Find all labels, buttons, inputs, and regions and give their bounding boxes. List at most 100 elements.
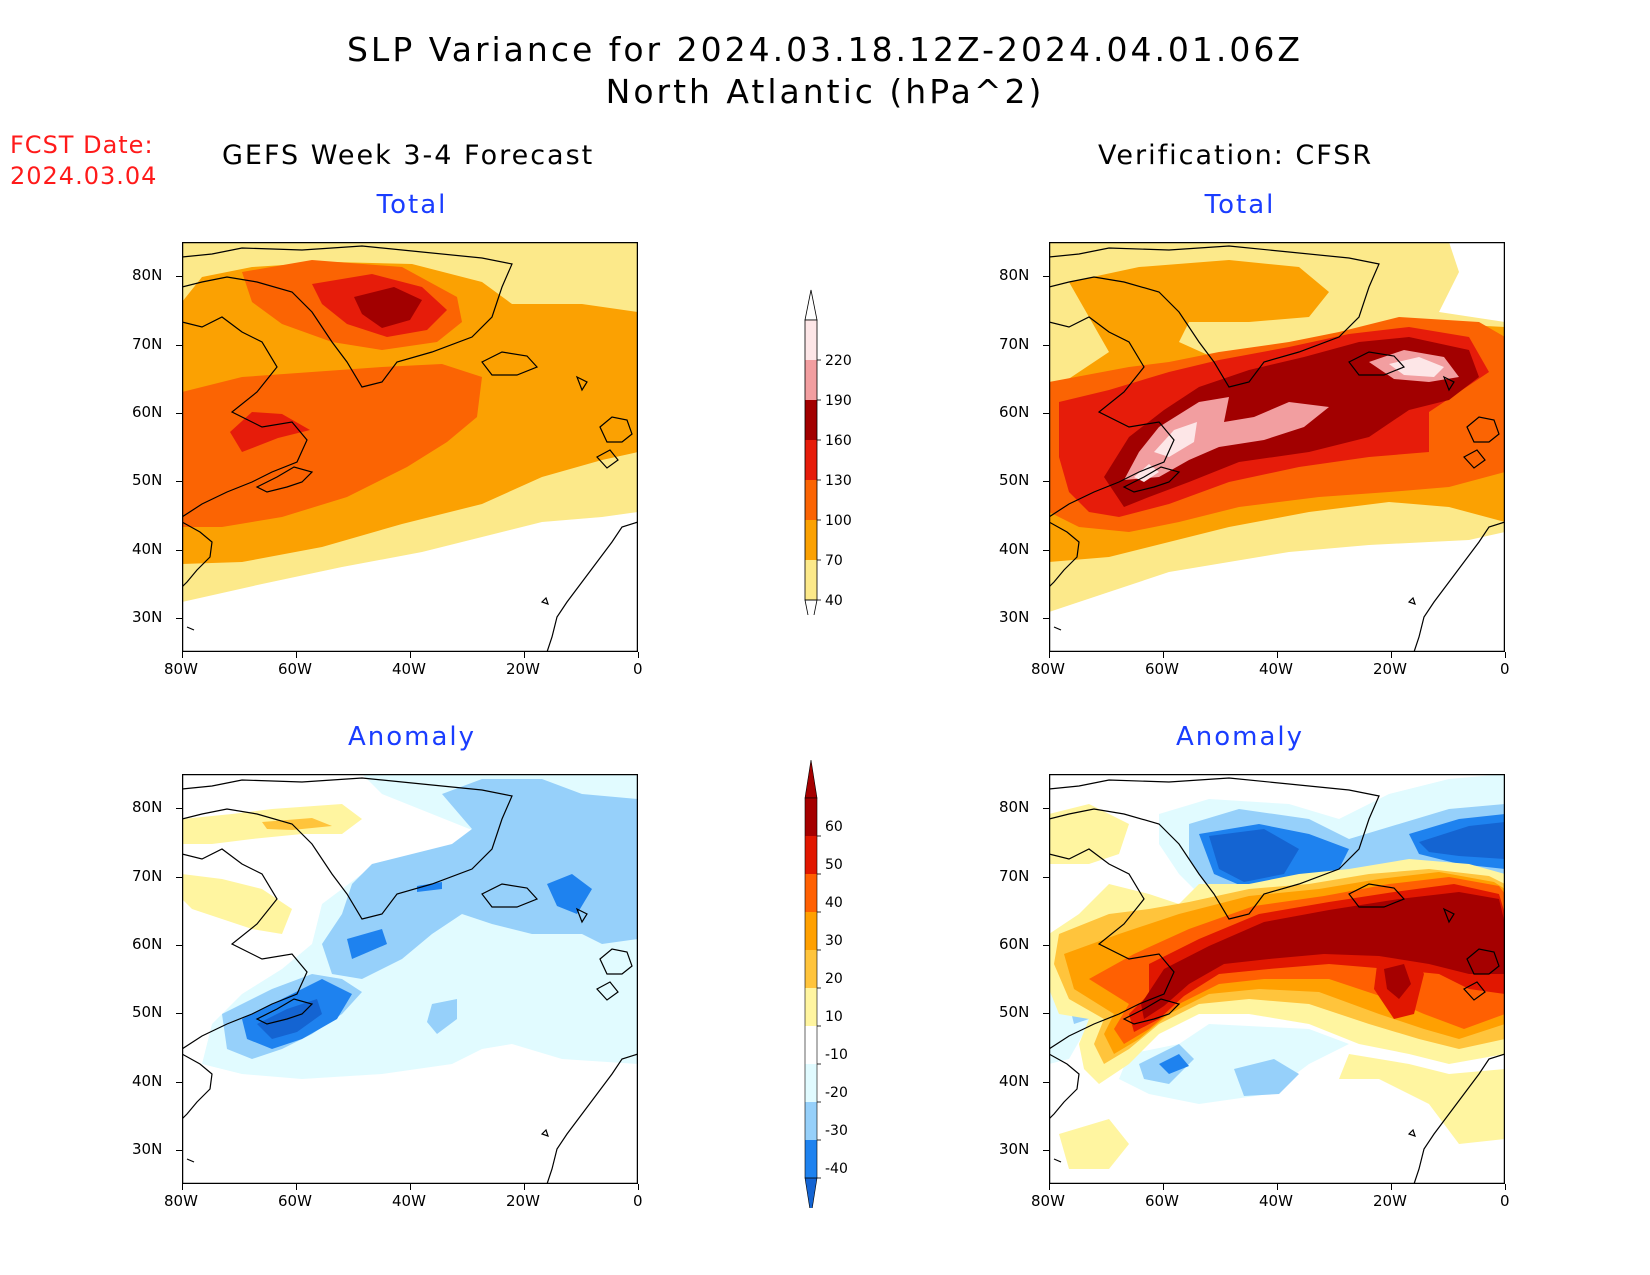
colorbar-anomaly-label: -40	[825, 1161, 848, 1177]
colorbar-anomaly-bin	[805, 950, 817, 988]
figure-title: SLP Variance for 2024.03.18.12Z-2024.04.…	[346, 30, 1304, 69]
colorbar-anomaly-bottom-arrow	[804, 1177, 818, 1217]
lon-tick-label: 80W	[1031, 660, 1065, 678]
fcst-date-label: FCST Date:	[10, 131, 154, 159]
lat-tick-mark	[1043, 808, 1049, 810]
lat-tick-label: 40N	[999, 1071, 1030, 1090]
colorbar-anomaly-label: -20	[825, 1085, 848, 1101]
lon-tick-label: 0	[633, 660, 643, 678]
colorbar-anomaly-top-arrow	[804, 759, 818, 799]
lon-tick-label: 0	[633, 1192, 643, 1210]
lon-tick-label: 60W	[1145, 1192, 1179, 1210]
colorbar-total-label: 130	[825, 473, 852, 489]
lon-tick-label: 80W	[1031, 1192, 1065, 1210]
colorbar-total-label: 220	[825, 353, 852, 369]
lat-tick-label: 30N	[999, 1139, 1030, 1158]
panel-title-forecast-anomaly: Anomaly	[347, 722, 477, 752]
colorbar-total-bin	[805, 480, 817, 520]
lat-tick-mark	[176, 808, 182, 810]
colorbar-anomaly-label: 10	[825, 1009, 843, 1025]
colorbar-anomaly: 60 50 40 30 20 10 -10 -20 -30 -40	[800, 758, 870, 1217]
lon-tick-label: 40W	[1259, 1192, 1293, 1210]
colorbar-total-label: 160	[825, 433, 852, 449]
lon-tick-label: 40W	[1259, 660, 1293, 678]
lon-tick-label: 20W	[1373, 660, 1407, 678]
colorbar-total-bin	[805, 520, 817, 560]
lat-tick-label: 50N	[999, 1003, 1030, 1022]
lon-tick-label: 20W	[506, 660, 540, 678]
lat-tick-mark	[1043, 412, 1049, 414]
lon-tick-mark	[296, 1184, 297, 1190]
lon-tick-mark	[1277, 652, 1278, 658]
lon-tick-label: 20W	[506, 1192, 540, 1210]
colorbar-anomaly-label: -30	[825, 1123, 848, 1139]
left-column-title: GEFS Week 3-4 Forecast	[222, 140, 595, 171]
lat-tick-label: 60N	[132, 934, 163, 953]
lat-tick-mark	[176, 344, 182, 346]
lat-tick-label: 40N	[132, 539, 163, 558]
colorbar-total-label: 100	[825, 513, 852, 529]
lon-tick-label: 0	[1500, 1192, 1510, 1210]
colorbar-total: 40 70 100 130 160 190 220	[800, 285, 870, 631]
right-column-title: Verification: CFSR	[1098, 140, 1374, 171]
colorbar-anomaly-bin	[805, 798, 817, 836]
colorbar-total-bin	[805, 320, 817, 360]
lat-tick-mark	[176, 876, 182, 878]
lat-tick-mark	[1043, 1081, 1049, 1083]
lat-tick-label: 80N	[999, 798, 1030, 817]
colorbar-anomaly-label: 50	[825, 857, 843, 873]
lon-tick-label: 60W	[1145, 660, 1179, 678]
lat-tick-label: 40N	[999, 539, 1030, 558]
lat-tick-label: 60N	[999, 934, 1030, 953]
panel-title-verification-total: Total	[1204, 190, 1276, 220]
lon-tick-mark	[1049, 652, 1050, 658]
lat-tick-label: 70N	[132, 866, 163, 885]
lon-tick-label: 0	[1500, 660, 1510, 678]
lat-tick-label: 80N	[132, 798, 163, 817]
colorbar-anomaly-bin	[805, 836, 817, 874]
lat-tick-mark	[1043, 344, 1049, 346]
lat-tick-mark	[1043, 876, 1049, 878]
lat-tick-label: 40N	[132, 1071, 163, 1090]
map-verification-anomaly	[1048, 773, 1506, 1185]
lat-tick-mark	[1043, 1013, 1049, 1015]
colorbar-anomaly-label: 60	[825, 819, 843, 835]
colorbar-total-bin	[805, 400, 817, 440]
map-forecast-anomaly	[181, 773, 639, 1185]
lat-tick-label: 80N	[999, 266, 1030, 285]
fcst-date-value: 2024.03.04	[10, 162, 158, 190]
lon-tick-mark	[410, 652, 411, 658]
lat-tick-label: 60N	[999, 402, 1030, 421]
colorbar-anomaly-bin	[805, 1064, 817, 1102]
colorbar-anomaly-label: 20	[825, 971, 843, 987]
colorbar-total-label: 40	[825, 593, 843, 609]
colorbar-anomaly-bin	[805, 1026, 817, 1064]
lat-tick-label: 70N	[999, 866, 1030, 885]
map-verification-total	[1048, 241, 1506, 653]
lon-tick-label: 80W	[164, 660, 198, 678]
lon-tick-label: 60W	[278, 660, 312, 678]
lon-tick-mark	[1163, 1184, 1164, 1190]
lat-tick-mark	[176, 412, 182, 414]
lat-tick-mark	[176, 944, 182, 946]
colorbar-total-label: 190	[825, 393, 852, 409]
lat-tick-mark	[1043, 1149, 1049, 1151]
lat-tick-mark	[176, 1013, 182, 1015]
lat-tick-label: 70N	[999, 334, 1030, 353]
colorbar-total-bin	[805, 440, 817, 480]
lon-tick-mark	[1505, 652, 1506, 658]
lat-tick-label: 30N	[999, 607, 1030, 626]
colorbar-total-top-arrow	[804, 289, 818, 321]
lon-tick-mark	[638, 652, 639, 658]
lat-tick-mark	[1043, 481, 1049, 483]
lon-tick-mark	[1505, 1184, 1506, 1190]
lat-tick-mark	[1043, 944, 1049, 946]
lat-tick-mark	[176, 481, 182, 483]
colorbar-total-bin	[805, 360, 817, 400]
lon-tick-mark	[638, 1184, 639, 1190]
lon-tick-mark	[1163, 652, 1164, 658]
lon-tick-mark	[1391, 1184, 1392, 1190]
colorbar-anomaly-bin	[805, 1140, 817, 1178]
lat-tick-mark	[176, 617, 182, 619]
colorbar-total-bottom-arrow	[804, 599, 818, 631]
